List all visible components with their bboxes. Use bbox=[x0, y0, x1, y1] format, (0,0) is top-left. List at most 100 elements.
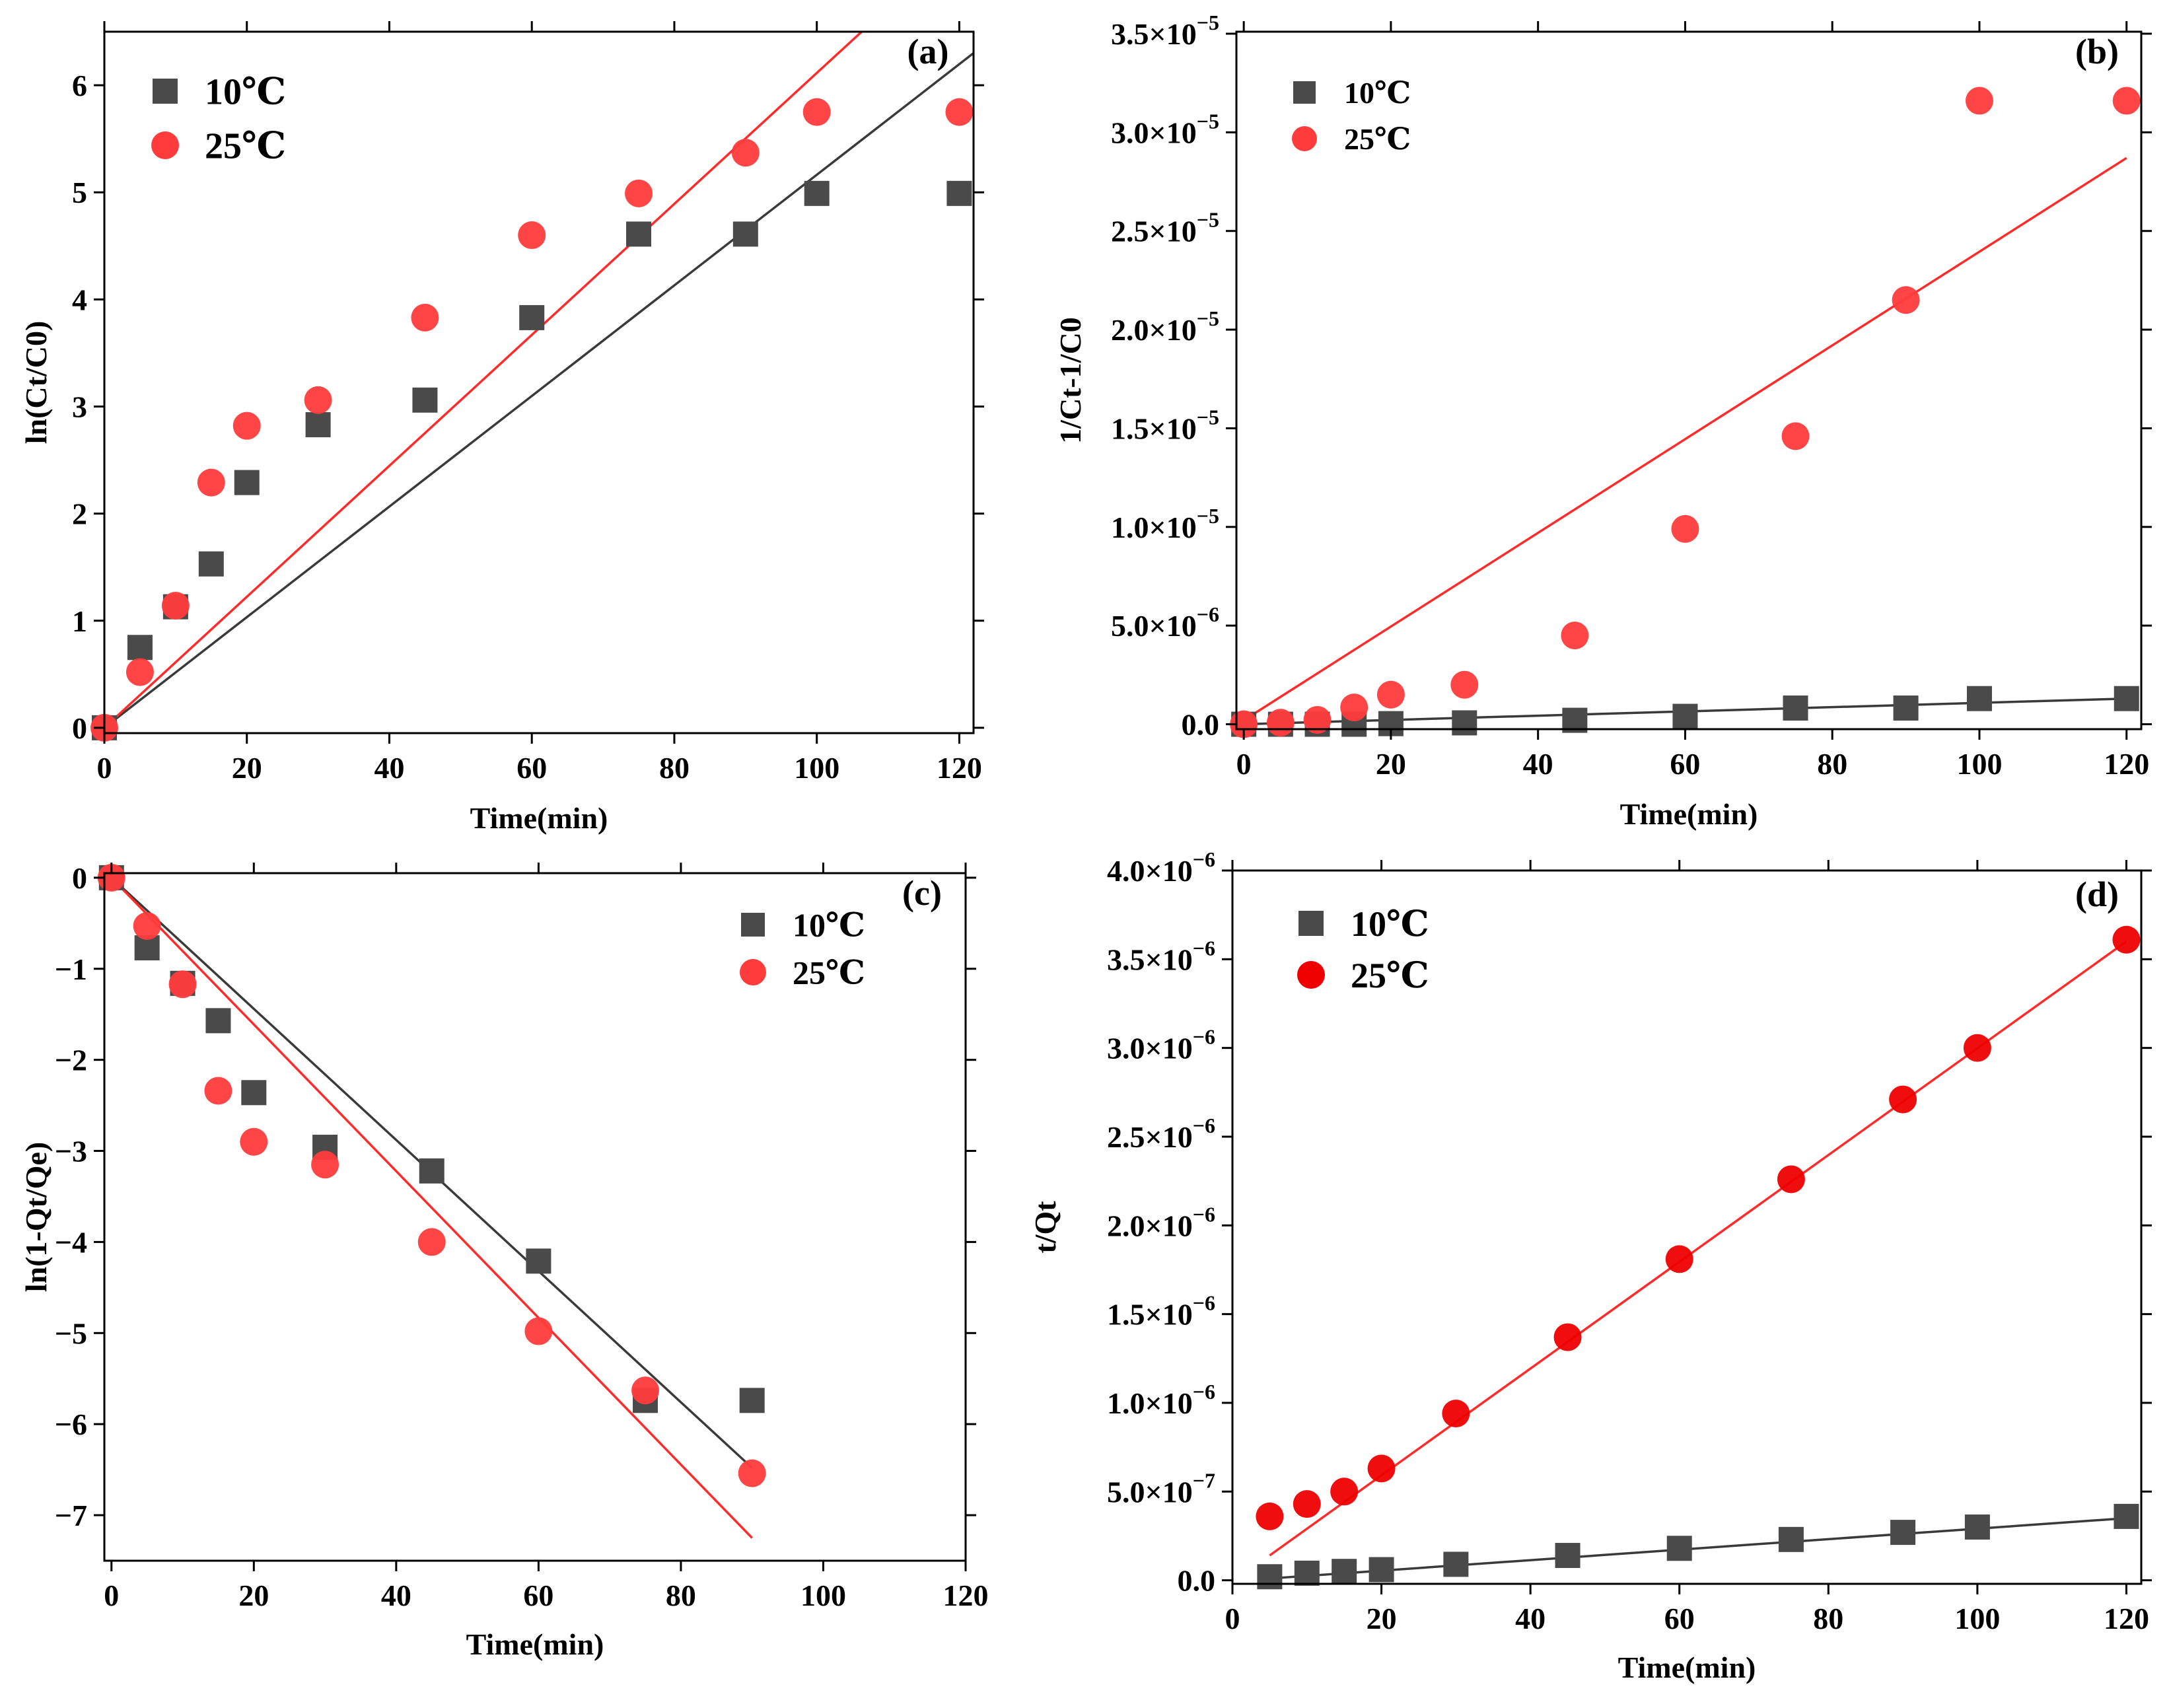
y-axis-title: 1/Ct-1/C0 bbox=[1053, 317, 1087, 444]
data-point-10c bbox=[1332, 1559, 1357, 1584]
data-point-10c bbox=[526, 1248, 551, 1274]
x-axis-title: Time(min) bbox=[466, 1627, 604, 1661]
data-point-10c bbox=[1966, 686, 1992, 711]
data-point-25c bbox=[1561, 622, 1589, 650]
y-tick-label: 3 bbox=[72, 390, 87, 423]
panel-label: (d) bbox=[2075, 874, 2119, 914]
x-tick-label: 120 bbox=[2104, 1602, 2149, 1635]
y-tick-label: 2 bbox=[72, 497, 87, 531]
data-point-25c bbox=[2112, 925, 2141, 954]
panel-label: (b) bbox=[2075, 32, 2119, 71]
x-axis-title: Time(min) bbox=[1620, 797, 1758, 831]
y-tick-mantissa: 3.0×10 bbox=[1107, 1032, 1193, 1065]
y-tick-mantissa: 1.0×10 bbox=[1111, 511, 1197, 544]
legend-label-10c: 10℃ bbox=[1351, 904, 1429, 944]
data-point-10c bbox=[1443, 1551, 1469, 1577]
y-axis-title: ln(Ct/C0) bbox=[19, 321, 53, 445]
x-tick-label: 0 bbox=[104, 1579, 119, 1612]
legend-marker-10c bbox=[741, 913, 765, 937]
data-point-25c bbox=[168, 970, 197, 999]
data-point-10c bbox=[1555, 1543, 1581, 1569]
data-point-25c bbox=[133, 911, 161, 940]
y-tick-label: 3.0×10−6 bbox=[1107, 1025, 1215, 1065]
data-point-25c bbox=[731, 139, 760, 167]
y-tick-label: 1.0×10−5 bbox=[1111, 504, 1219, 544]
data-point-25c bbox=[1442, 1400, 1470, 1428]
data-point-25c bbox=[1889, 1085, 1917, 1114]
y-tick-mantissa: 1.0×10 bbox=[1107, 1386, 1193, 1420]
data-point-25c bbox=[945, 98, 974, 126]
data-point-10c bbox=[198, 551, 224, 577]
legend-marker-25c bbox=[1292, 126, 1317, 151]
x-tick-label: 0 bbox=[1225, 1602, 1240, 1635]
data-point-25c bbox=[125, 658, 154, 686]
y-tick-exponent: −6 bbox=[1193, 1380, 1215, 1404]
y-tick-mantissa: 4.0×10 bbox=[1107, 854, 1193, 888]
data-point-10c bbox=[2114, 1503, 2139, 1529]
data-point-25c bbox=[1256, 1502, 1284, 1530]
data-point-25c bbox=[304, 386, 332, 414]
x-tick-label: 60 bbox=[1670, 747, 1700, 781]
data-point-25c bbox=[1330, 1477, 1359, 1506]
x-tick-label: 120 bbox=[2104, 747, 2149, 781]
y-tick-label: −6 bbox=[55, 1407, 87, 1441]
x-tick-label: 20 bbox=[1376, 747, 1406, 781]
data-point-10c bbox=[1893, 695, 1919, 721]
data-point-10c bbox=[626, 221, 652, 247]
y-tick-label: −5 bbox=[55, 1316, 87, 1350]
data-point-25c bbox=[1303, 705, 1332, 734]
x-tick-label: 120 bbox=[937, 751, 982, 785]
y-tick-mantissa: 0.0 bbox=[1182, 708, 1220, 742]
data-point-10c bbox=[1778, 1526, 1804, 1552]
legend-label-25c: 25℃ bbox=[1344, 122, 1411, 156]
panel-label: (a) bbox=[907, 32, 949, 71]
y-tick-mantissa: 2.5×10 bbox=[1111, 215, 1197, 248]
y-tick-label: 2.0×10−5 bbox=[1111, 306, 1219, 347]
legend-label-25c: 25℃ bbox=[793, 954, 865, 991]
x-tick-label: 0 bbox=[97, 751, 112, 785]
x-tick-label: 100 bbox=[1954, 1602, 2000, 1635]
panel-label: (c) bbox=[902, 873, 942, 913]
fit-line-25c bbox=[1243, 157, 2127, 722]
y-tick-label: 5.0×10−6 bbox=[1111, 602, 1219, 643]
x-tick-label: 60 bbox=[516, 751, 547, 785]
legend-marker-10c bbox=[1293, 81, 1316, 104]
data-point-25c bbox=[2112, 87, 2141, 115]
x-tick-label: 80 bbox=[1817, 747, 1847, 781]
legend-label-25c: 25℃ bbox=[205, 126, 286, 167]
x-tick-label: 60 bbox=[1664, 1602, 1695, 1635]
plot-frame bbox=[1235, 30, 2143, 730]
data-point-10c bbox=[234, 470, 260, 495]
y-tick-mantissa: 2.0×10 bbox=[1111, 313, 1197, 347]
y-tick-label: 2.5×10−6 bbox=[1107, 1114, 1215, 1154]
plot-frame bbox=[1231, 869, 2143, 1585]
data-point-10c bbox=[205, 1008, 231, 1034]
data-point-25c bbox=[1965, 87, 1993, 115]
y-tick-exponent: −6 bbox=[1193, 847, 1215, 871]
x-tick-label: 40 bbox=[1515, 1602, 1546, 1635]
data-point-25c bbox=[1963, 1034, 1991, 1062]
data-point-25c bbox=[518, 221, 546, 250]
y-tick-label: 1.5×10−6 bbox=[1107, 1291, 1215, 1332]
data-point-25c bbox=[1266, 709, 1295, 737]
y-tick-exponent: −6 bbox=[1193, 1202, 1215, 1226]
data-point-10c bbox=[412, 387, 438, 413]
y-tick-exponent: −6 bbox=[1193, 936, 1215, 960]
data-point-25c bbox=[1293, 1490, 1321, 1518]
x-tick-label: 80 bbox=[1813, 1602, 1843, 1635]
y-tick-exponent: −7 bbox=[1193, 1468, 1215, 1492]
y-tick-label: 3.0×10−5 bbox=[1111, 109, 1219, 149]
y-tick-label: −1 bbox=[55, 952, 87, 986]
x-tick-label: 20 bbox=[232, 751, 262, 785]
legend-label-25c: 25℃ bbox=[1351, 956, 1429, 995]
y-tick-exponent: −5 bbox=[1197, 405, 1219, 429]
data-point-25c bbox=[161, 592, 190, 620]
y-axis-title: ln(1-Qt/Qe) bbox=[19, 1142, 53, 1292]
panel-a-kinetics-ln-ct-c0: 0 20 40 60 80 100 120 0 1 2 3 4 5 6 Time(min) ln(Ct/C0)… bbox=[19, 21, 984, 835]
legend-marker-25c bbox=[1297, 961, 1325, 989]
y-tick-label: −3 bbox=[55, 1135, 87, 1168]
data-point-10c bbox=[739, 1388, 765, 1413]
data-point-25c bbox=[1777, 1165, 1805, 1193]
y-tick-label: −2 bbox=[55, 1044, 87, 1077]
fit-line-25c bbox=[110, 876, 753, 1539]
